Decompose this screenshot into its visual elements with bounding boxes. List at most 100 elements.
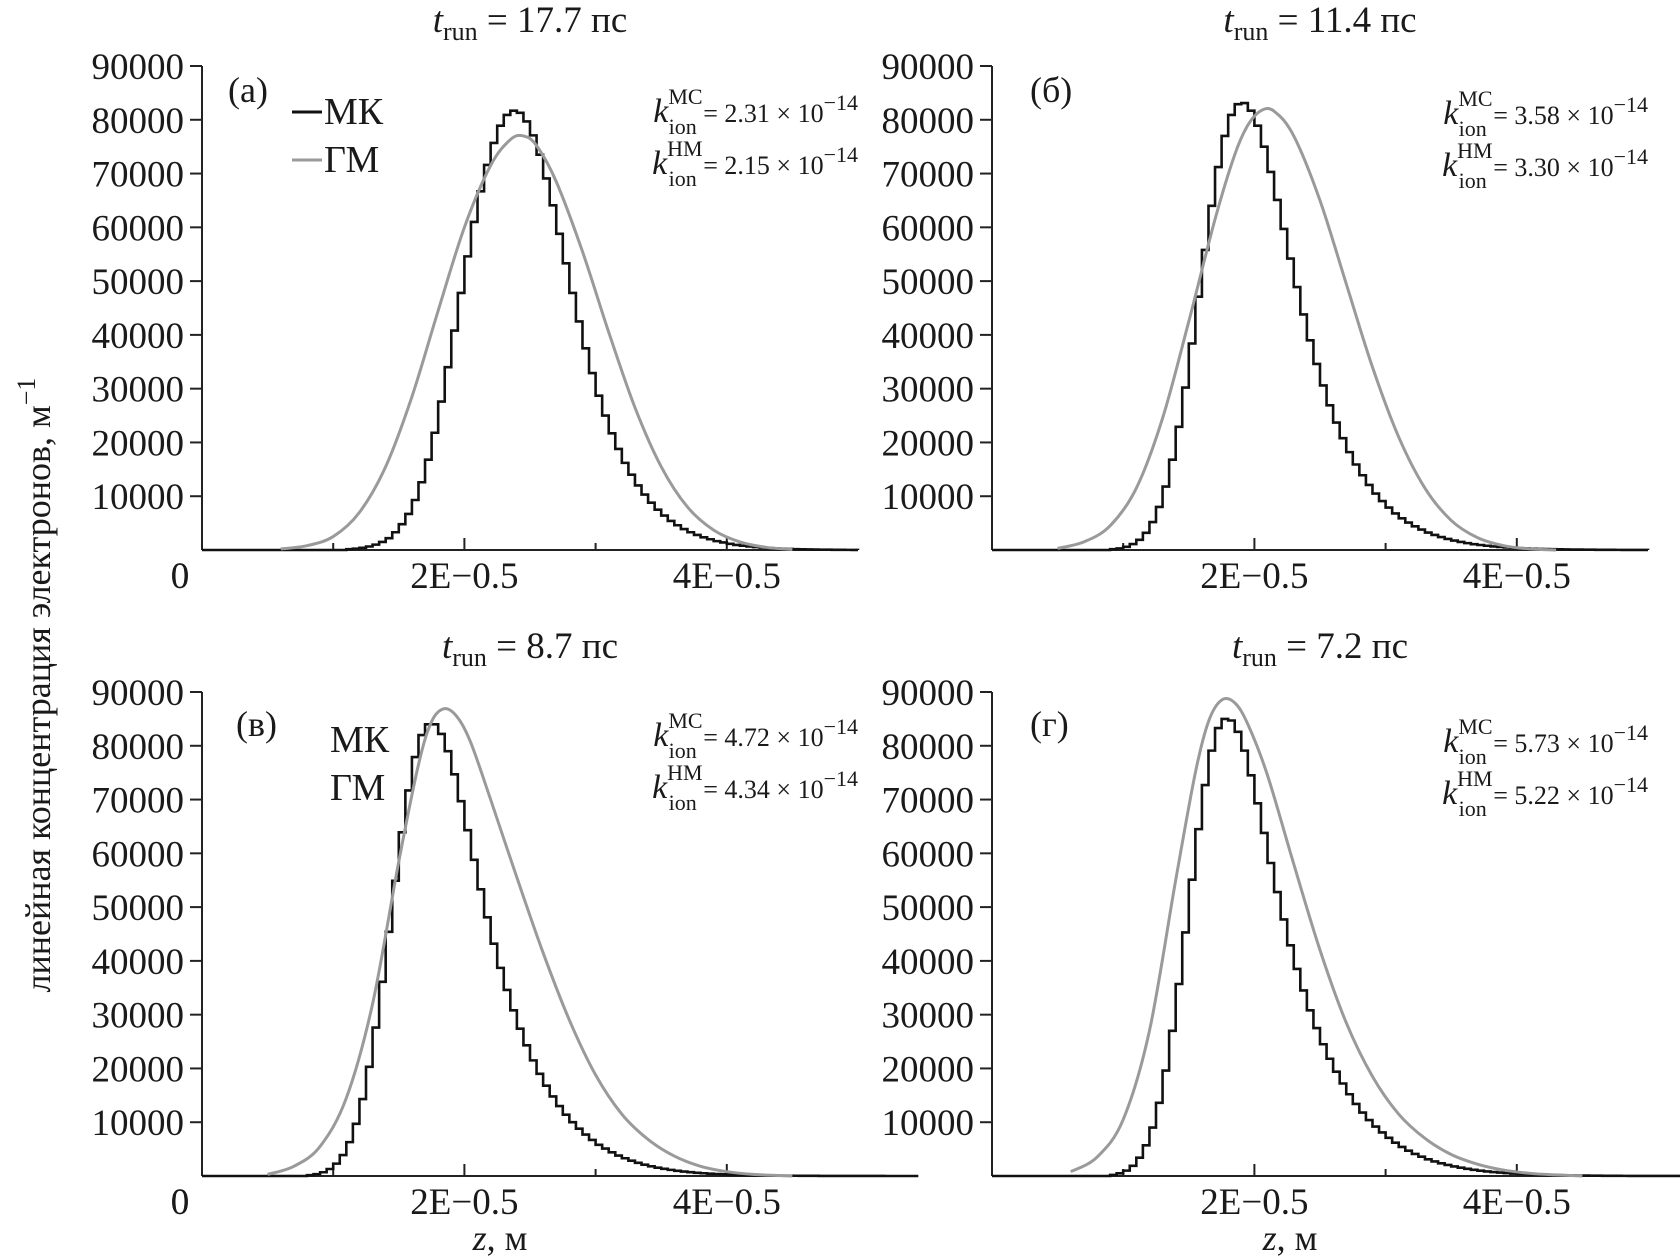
title-sub: run	[1234, 17, 1269, 46]
k-ion-hm-annotation: kHM ion = 4.34 × 10−14	[652, 760, 858, 815]
y-tick-label: 10000	[882, 477, 975, 518]
y-tick-label: 90000	[92, 47, 185, 88]
k-exponent: −14	[1614, 720, 1648, 745]
k-subscript: ion	[1459, 796, 1487, 821]
y-tick-label: 70000	[882, 781, 975, 822]
y-tick-label: 40000	[882, 942, 975, 983]
x-tick-label: 4E−0.5	[673, 1182, 781, 1223]
k-exponent: −14	[1614, 92, 1648, 117]
title-text: = 11.4 пс	[1268, 0, 1416, 41]
k-subscript: ion	[669, 166, 697, 191]
k-ion-mc-annotation: kMC ion = 2.31 × 10−14	[653, 84, 858, 139]
k-symbol: k	[652, 769, 668, 806]
legend-mc-label: МК	[330, 719, 390, 761]
panel-c: 10000 20000 30000 40000 50000 60000 70000 80000…	[92, 626, 919, 1223]
legend-hm-label: ГМ	[330, 767, 385, 809]
y-tick-label: 50000	[92, 888, 185, 929]
panel-title: trun = 11.4 пс	[1223, 0, 1416, 46]
panel-a: 10000 20000 30000 40000 50000 60000 70000 80000…	[92, 0, 860, 597]
y-tick-label: 40000	[882, 316, 975, 357]
y-tick-label: 10000	[92, 1103, 185, 1144]
y-tick-label: 20000	[882, 1049, 975, 1090]
y-axis-title-text: линейная концентрация электронов, м	[18, 405, 58, 992]
k-value: = 2.31 × 10	[697, 99, 824, 128]
origin-label: 0	[171, 556, 190, 597]
legend: МК ГМ	[330, 719, 390, 809]
y-tick-label: 70000	[92, 155, 185, 196]
panel-title: trun = 7.2 пс	[1232, 626, 1408, 672]
k-ion-mc-annotation: kMC ion = 4.72 × 10−14	[653, 708, 858, 763]
title-var: t	[433, 0, 445, 41]
panel-d: 10000 20000 30000 40000 50000 60000 70000 80000…	[171, 626, 1680, 1223]
series-mc-histogram	[202, 722, 919, 1178]
panel-label: (в)	[236, 704, 277, 744]
origin-label: 0	[171, 1182, 190, 1223]
panel-label: (а)	[228, 70, 268, 110]
y-tick-label: 90000	[882, 673, 975, 714]
y-tick-label: 20000	[92, 423, 185, 464]
y-tick-label: 10000	[92, 477, 185, 518]
x-axis-title-var: z	[1262, 1218, 1277, 1258]
y-tick-label: 30000	[882, 996, 975, 1037]
k-subscript: ion	[669, 738, 697, 763]
x-axis-title-unit: , м	[1277, 1218, 1318, 1258]
y-tick-label: 30000	[92, 370, 185, 411]
k-ion-hm-annotation: kHM ion = 2.15 × 10−14	[652, 136, 858, 191]
x-axis-title-unit: , м	[487, 1218, 528, 1258]
x-tick-label: 2E−0.5	[410, 556, 518, 597]
title-text: = 17.7 пс	[478, 0, 628, 41]
k-superscript: MC	[668, 708, 702, 733]
x-axis-title-var: z	[472, 1218, 487, 1258]
x-axis-title-right: z, м	[1262, 1218, 1318, 1258]
panel-title: trun = 17.7 пс	[433, 0, 628, 46]
y-tick-label: 90000	[882, 47, 975, 88]
y-tick-label: 20000	[92, 1049, 185, 1090]
title-var: t	[1232, 626, 1244, 667]
k-subscript: ion	[1459, 168, 1487, 193]
series-mc-histogram	[992, 101, 1650, 552]
k-superscript: MC	[1458, 714, 1492, 739]
y-tick-label: 50000	[882, 262, 975, 303]
panel-label: (б)	[1030, 70, 1072, 110]
k-value: = 2.15 × 10	[697, 151, 824, 180]
origin-label: 0	[171, 556, 190, 597]
x-axis-title-left: z, м	[472, 1218, 528, 1258]
y-tick-label: 10000	[882, 1103, 975, 1144]
x-tick-label: 4E−0.5	[673, 556, 781, 597]
k-subscript: ion	[669, 114, 697, 139]
y-tick-label: 40000	[92, 316, 185, 357]
k-superscript: HM	[1457, 766, 1492, 791]
legend: МК ГМ	[292, 91, 384, 181]
k-symbol: k	[1442, 775, 1458, 812]
y-tick-label: 80000	[882, 727, 975, 768]
series-hm-curve	[280, 133, 793, 551]
y-tick-label: 60000	[882, 208, 975, 249]
y-tick-label: 70000	[882, 155, 975, 196]
y-tick-label: 60000	[92, 208, 185, 249]
k-symbol: k	[1442, 147, 1458, 184]
panel-label: (г)	[1030, 704, 1069, 744]
k-ion-mc-annotation: kMC ion = 5.73 × 10−14	[1443, 714, 1648, 769]
k-exponent: −14	[824, 714, 858, 739]
panel-title: trun = 8.7 пс	[442, 626, 618, 672]
k-symbol: k	[1443, 95, 1459, 132]
y-tick-label: 80000	[882, 101, 975, 142]
y-tick-label: 90000	[92, 673, 185, 714]
k-exponent: −14	[824, 142, 858, 167]
k-exponent: −14	[1614, 144, 1648, 169]
k-superscript: MC	[1458, 86, 1492, 111]
k-value: = 5.22 × 10	[1487, 781, 1614, 810]
k-value: = 4.34 × 10	[697, 775, 824, 804]
title-var: t	[1223, 0, 1235, 41]
k-subscript: ion	[1459, 744, 1487, 769]
k-value: = 3.58 × 10	[1487, 101, 1614, 130]
y-tick-label: 40000	[92, 942, 185, 983]
y-tick-label: 70000	[92, 781, 185, 822]
k-subscript: ion	[669, 790, 697, 815]
title-sub: run	[443, 17, 478, 46]
legend-mc-label: МК	[324, 91, 384, 133]
k-superscript: MC	[668, 84, 702, 109]
k-value: = 5.73 × 10	[1487, 729, 1614, 758]
x-tick-label: 2E−0.5	[410, 1182, 518, 1223]
k-ion-hm-annotation: kHM ion = 5.22 × 10−14	[1442, 766, 1648, 821]
